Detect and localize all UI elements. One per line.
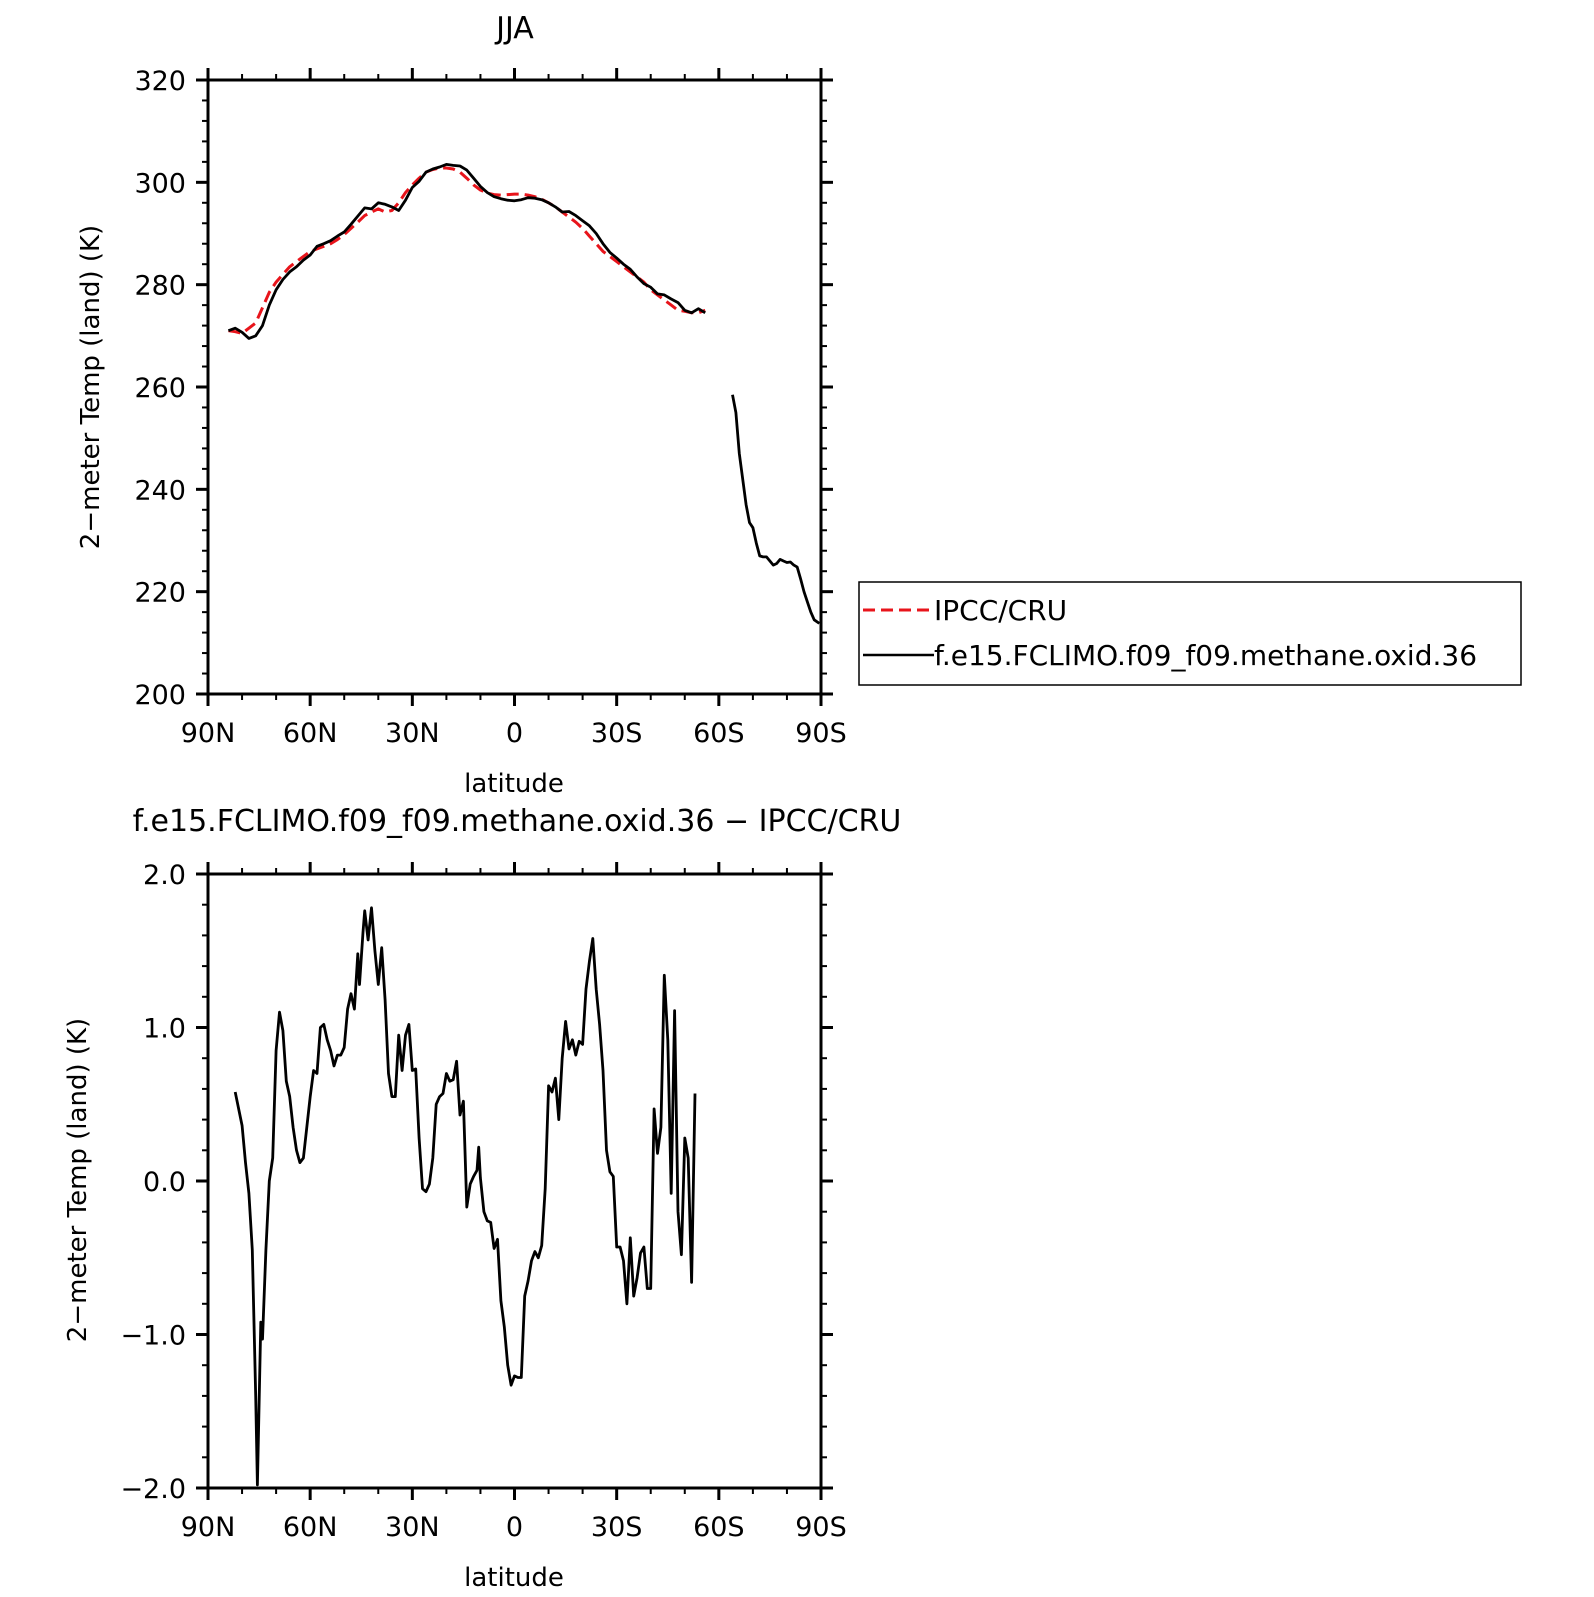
y-tick-label: 260	[134, 373, 186, 404]
y-tick-label: 200	[134, 680, 186, 711]
y-tick-label: −1.0	[120, 1321, 186, 1352]
x-tick-label: 30N	[385, 1512, 440, 1543]
legend-label-model: f.e15.FCLIMO.f09_f09.methane.oxid.36	[934, 639, 1477, 672]
y-tick-label: 2.0	[143, 860, 186, 891]
x-tick-label: 90N	[181, 718, 236, 749]
series-line-1-segment-0	[227, 162, 706, 340]
x-tick-label: 30S	[591, 1512, 643, 1543]
x-tick-label: 60N	[283, 718, 338, 749]
series-line-1-segment-1	[731, 394, 821, 625]
top-chart-ylabel: 2−meter Temp (land) (K)	[76, 225, 106, 549]
x-tick-label: 0	[506, 718, 523, 749]
series-line-0-segment-0	[228, 166, 706, 335]
x-tick-label: 90N	[181, 1512, 236, 1543]
x-tick-label: 60N	[283, 1512, 338, 1543]
legend-box	[858, 581, 1522, 686]
y-tick-label: 320	[134, 66, 186, 97]
bottom-chart-ticks	[196, 862, 833, 1500]
bottom-chart-xlabel: latitude	[464, 1563, 564, 1593]
bottom-chart-tick-labels: 90N 60N 30N 0 30S 60S 90S −2.0 −1.0 0.0 1.0 2.0	[120, 860, 846, 1543]
legend-label-ipcc-cru: IPCC/CRU	[934, 594, 1067, 627]
y-tick-label: 280	[134, 271, 186, 302]
top-chart-title: JJA	[494, 11, 534, 46]
x-tick-label: 30N	[385, 718, 440, 749]
y-tick-label: 220	[134, 578, 186, 609]
bottom-chart: f.e15.FCLIMO.f09_f09.methane.oxid.36 − I…	[63, 804, 901, 1593]
y-tick-label: 240	[134, 475, 186, 506]
y-tick-label: 300	[134, 168, 186, 199]
x-tick-label: 60S	[693, 1512, 745, 1543]
x-tick-label: 60S	[693, 718, 745, 749]
x-tick-label: 30S	[591, 718, 643, 749]
top-chart-plot-area	[227, 162, 821, 625]
top-chart-ticks	[196, 68, 833, 706]
y-tick-label: −2.0	[120, 1474, 186, 1505]
bottom-chart-ylabel: 2−meter Temp (land) (K)	[63, 1018, 93, 1342]
bottom-chart-title: f.e15.FCLIMO.f09_f09.methane.oxid.36 − I…	[133, 804, 902, 839]
x-tick-label: 90S	[795, 718, 847, 749]
top-chart-legend: IPCC/CRU f.e15.FCLIMO.f09_f09.methane.ox…	[858, 581, 1522, 686]
bottom-chart-frame	[206, 872, 823, 1490]
bottom-chart-plot-area	[233, 906, 697, 1487]
y-tick-label: 1.0	[143, 1014, 186, 1045]
x-tick-label: 90S	[795, 1512, 847, 1543]
top-chart-frame	[206, 78, 823, 696]
y-tick-label: 0.0	[143, 1167, 186, 1198]
top-chart: JJA 90N 60N 30N 0 30S 60S 90S 200 220 240 260 280 30…	[76, 11, 1522, 799]
top-chart-tick-labels: 90N 60N 30N 0 30S 60S 90S 200 220 240 260 280 300 320	[134, 66, 846, 749]
x-tick-label: 0	[506, 1512, 523, 1543]
series-line-0-segment-0	[233, 906, 697, 1487]
top-chart-xlabel: latitude	[464, 769, 564, 799]
